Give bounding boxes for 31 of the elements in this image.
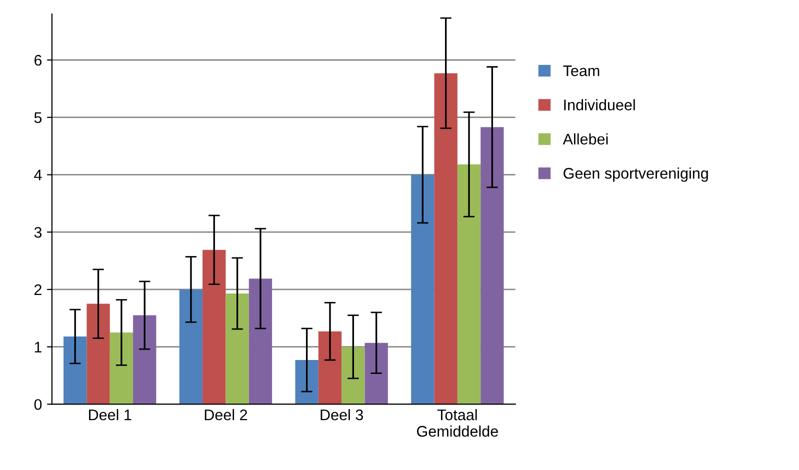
bar	[434, 73, 458, 404]
bar	[480, 127, 504, 404]
legend-label: Geen sportvereniging	[564, 168, 708, 182]
bar	[86, 304, 110, 404]
bar	[411, 174, 434, 404]
bar	[318, 331, 342, 404]
bar	[133, 315, 156, 404]
bar	[202, 250, 226, 404]
x-tick-label: Deel 1	[89, 409, 132, 420]
y-tick-label: 2	[34, 284, 42, 295]
y-tick-label: 4	[34, 170, 42, 180]
y-tick-label: 3	[34, 226, 42, 238]
legend-label: Individueel	[564, 99, 635, 110]
legend-label: Team	[563, 66, 600, 76]
bar	[64, 336, 87, 404]
x-tick-label: Deel 2	[204, 409, 248, 420]
bar	[226, 293, 249, 404]
legend-label: Allebei	[562, 133, 608, 145]
y-tick-label: 0	[34, 399, 42, 410]
x-tick-label: Deel 3	[320, 409, 363, 420]
bar	[295, 360, 318, 404]
y-tick-label: 6	[34, 54, 42, 66]
y-tick-label: 1	[34, 342, 42, 352]
bar	[457, 164, 481, 404]
bar	[110, 332, 134, 404]
y-tick-label: 5	[34, 112, 42, 124]
x-tick-label: Totaal Gemiddelde	[417, 409, 498, 437]
bar	[248, 278, 272, 404]
bar	[364, 342, 388, 404]
bar	[342, 346, 365, 404]
bar	[179, 289, 203, 404]
